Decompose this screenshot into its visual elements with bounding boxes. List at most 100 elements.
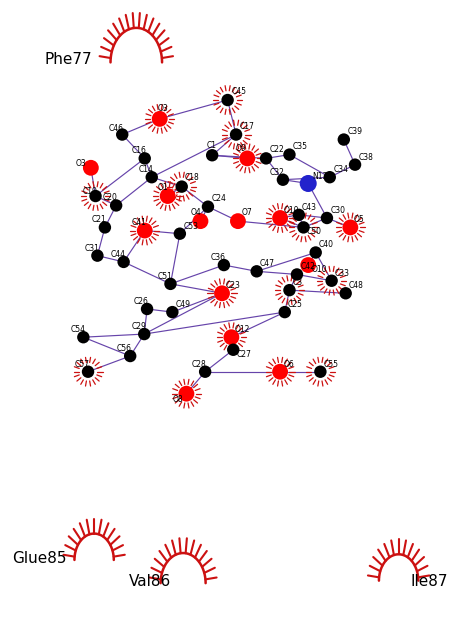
Text: C1: C1 xyxy=(207,141,217,150)
Text: O4: O4 xyxy=(190,208,201,217)
Text: C29: C29 xyxy=(131,322,146,331)
Text: C41: C41 xyxy=(132,218,146,227)
Point xyxy=(112,201,120,211)
Point xyxy=(204,202,212,212)
Point xyxy=(304,260,312,270)
Text: C17: C17 xyxy=(240,122,255,131)
Point xyxy=(182,389,190,399)
Text: C21: C21 xyxy=(92,215,107,224)
Text: C27: C27 xyxy=(237,349,251,358)
Point xyxy=(156,114,164,124)
Text: C43: C43 xyxy=(302,203,317,211)
Text: C57: C57 xyxy=(75,360,90,368)
Point xyxy=(286,285,293,295)
Text: C20: C20 xyxy=(103,193,118,203)
Text: C28: C28 xyxy=(192,360,207,368)
Text: C42: C42 xyxy=(300,262,315,272)
Point xyxy=(176,229,183,239)
Text: C50: C50 xyxy=(307,227,322,236)
Point xyxy=(167,279,174,289)
Point xyxy=(164,191,172,201)
Text: C30: C30 xyxy=(330,206,345,215)
Point xyxy=(228,332,235,342)
Point xyxy=(312,248,319,258)
Text: Ile87: Ile87 xyxy=(410,574,448,589)
Point xyxy=(295,210,302,220)
Point xyxy=(141,225,148,235)
Point xyxy=(143,304,151,314)
Text: C36: C36 xyxy=(211,253,226,262)
Point xyxy=(276,367,284,377)
Point xyxy=(127,351,134,361)
Text: C16: C16 xyxy=(132,146,146,155)
Text: C46: C46 xyxy=(108,123,123,133)
Text: C39: C39 xyxy=(347,127,363,137)
Text: O3: O3 xyxy=(76,159,87,168)
Text: O10: O10 xyxy=(311,265,327,274)
Point xyxy=(323,213,331,223)
Text: C18: C18 xyxy=(184,173,199,182)
Point xyxy=(229,345,237,355)
Text: C31: C31 xyxy=(84,244,99,253)
Text: C40: C40 xyxy=(319,241,334,249)
Text: O9: O9 xyxy=(236,144,247,153)
Text: C19: C19 xyxy=(82,187,97,196)
Point xyxy=(300,222,307,232)
Point xyxy=(140,329,148,339)
Text: C56: C56 xyxy=(117,344,132,353)
Text: C47: C47 xyxy=(260,259,275,268)
Point xyxy=(346,222,354,232)
Point xyxy=(178,182,185,192)
Point xyxy=(118,130,126,140)
Point xyxy=(218,288,226,298)
Point xyxy=(244,153,251,163)
Text: C3: C3 xyxy=(293,278,303,287)
Text: C54: C54 xyxy=(70,325,85,334)
Point xyxy=(276,213,284,223)
Text: O6: O6 xyxy=(283,360,294,368)
Text: C45: C45 xyxy=(231,87,246,96)
Point xyxy=(209,150,216,160)
Point xyxy=(328,276,336,286)
Text: C55: C55 xyxy=(324,360,338,368)
Point xyxy=(340,134,347,144)
Text: O10: O10 xyxy=(283,206,299,215)
Point xyxy=(92,191,100,201)
Point xyxy=(253,266,261,277)
Point xyxy=(317,367,324,377)
Point xyxy=(326,172,334,182)
Point xyxy=(101,222,109,232)
Text: C24: C24 xyxy=(211,194,226,203)
Text: O7: O7 xyxy=(241,208,252,217)
Point xyxy=(224,95,231,105)
Point xyxy=(169,307,176,317)
Text: C33: C33 xyxy=(335,268,350,278)
Point xyxy=(80,332,87,342)
Point xyxy=(279,175,287,185)
Point xyxy=(234,216,242,226)
Point xyxy=(148,172,155,182)
Text: C26: C26 xyxy=(134,297,149,306)
Point xyxy=(304,179,312,189)
Text: Phe77: Phe77 xyxy=(45,52,92,66)
Text: Val86: Val86 xyxy=(129,574,172,589)
Text: N13: N13 xyxy=(312,172,328,181)
Text: C35: C35 xyxy=(293,142,308,151)
Text: C38: C38 xyxy=(359,153,374,161)
Point xyxy=(87,163,95,173)
Text: O8: O8 xyxy=(173,395,183,404)
Text: O12: O12 xyxy=(235,325,250,334)
Text: O5: O5 xyxy=(354,215,365,224)
Point xyxy=(351,160,359,170)
Text: C51: C51 xyxy=(157,272,172,281)
Point xyxy=(286,149,293,160)
Text: C49: C49 xyxy=(176,300,191,309)
Text: C48: C48 xyxy=(349,281,364,290)
Text: C25: C25 xyxy=(288,300,303,309)
Text: C22: C22 xyxy=(269,145,284,154)
Point xyxy=(120,257,128,267)
Point xyxy=(262,153,270,163)
Text: C14: C14 xyxy=(138,165,154,174)
Point xyxy=(293,270,301,280)
Text: C44: C44 xyxy=(110,250,126,259)
